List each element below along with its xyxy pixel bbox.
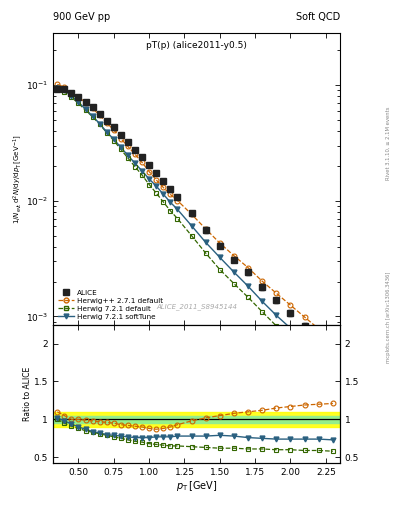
X-axis label: $p_\mathrm{T}\,[\mathrm{GeV}]$: $p_\mathrm{T}\,[\mathrm{GeV}]$ [176, 479, 217, 493]
Text: mcplots.cern.ch [arXiv:1306.3436]: mcplots.cern.ch [arXiv:1306.3436] [386, 272, 391, 363]
Text: pT(p) (alice2011-y0.5): pT(p) (alice2011-y0.5) [146, 40, 247, 50]
Y-axis label: Ratio to ALICE: Ratio to ALICE [24, 367, 33, 421]
Text: Rivet 3.1.10, ≥ 2.1M events: Rivet 3.1.10, ≥ 2.1M events [386, 106, 391, 180]
Y-axis label: $1/N_\mathrm{evt}\,\mathrm{d}^2N/\mathrm{d}y/\mathrm{d}p_\mathrm{T}\,[\mathrm{Ge: $1/N_\mathrm{evt}\,\mathrm{d}^2N/\mathrm… [12, 134, 24, 224]
Text: Soft QCD: Soft QCD [296, 11, 340, 22]
Legend: ALICE, Herwig++ 2.7.1 default, Herwig 7.2.1 default, Herwig 7.2.1 softTune: ALICE, Herwig++ 2.7.1 default, Herwig 7.… [57, 288, 164, 321]
Text: 900 GeV pp: 900 GeV pp [53, 11, 110, 22]
Text: ALICE_2011_S8945144: ALICE_2011_S8945144 [156, 303, 237, 310]
